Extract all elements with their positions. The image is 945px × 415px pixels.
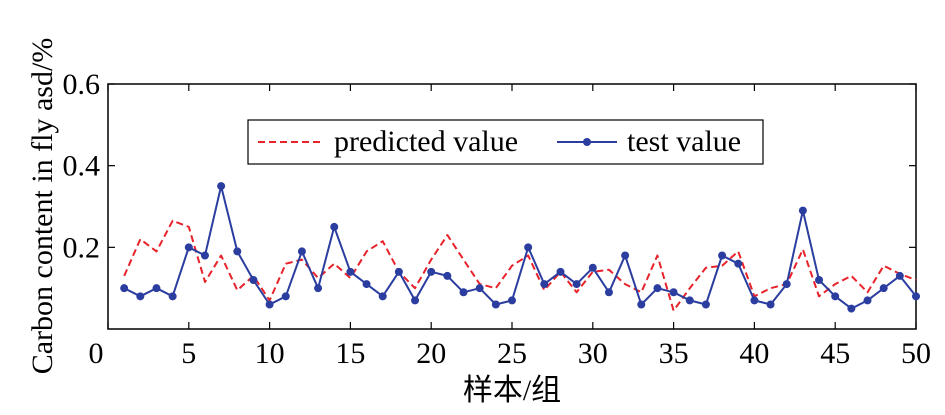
axis-tick-labels: 0 5 10 15 20 25 30 35 40 45 50 0.2 0.4 0.6 [63, 68, 932, 370]
data-point [556, 267, 565, 276]
x-tick-label: 0 [89, 337, 104, 370]
data-point [831, 292, 840, 301]
data-point [200, 251, 209, 260]
data-point [362, 280, 371, 289]
data-point [782, 280, 791, 289]
data-point [491, 300, 500, 309]
data-point [508, 296, 516, 305]
data-point [394, 267, 403, 276]
data-point [912, 292, 920, 301]
data-point [217, 182, 226, 191]
data-point [346, 267, 355, 276]
legend-marker-test [583, 138, 591, 146]
data-point [653, 284, 662, 293]
data-point [330, 222, 339, 231]
data-point [297, 247, 306, 256]
data-point [378, 292, 387, 301]
data-point [588, 263, 597, 272]
data-point [281, 292, 290, 301]
data-point [524, 243, 533, 252]
x-tick-label: 5 [181, 337, 196, 370]
data-point [701, 300, 710, 309]
data-point [572, 280, 581, 289]
data-point [637, 300, 646, 309]
legend-label-test: test value [627, 125, 741, 158]
x-axis-title: 样本/组 [463, 374, 561, 407]
series-line-1 [123, 185, 917, 310]
data-point [475, 284, 484, 293]
y-tick-label: 0.4 [63, 150, 101, 183]
x-tick-label: 40 [739, 337, 769, 370]
data-point [233, 247, 242, 256]
x-tick-label: 35 [659, 337, 689, 370]
data-point [863, 296, 872, 305]
legend-box [247, 119, 764, 165]
y-tick-label: 0.6 [63, 68, 101, 101]
data-point [604, 288, 613, 297]
data-point [798, 206, 807, 215]
data-point [443, 271, 452, 280]
data-point [750, 296, 759, 305]
series-layer [120, 182, 920, 313]
data-point [669, 288, 678, 297]
data-point [815, 276, 824, 284]
x-tick-label: 15 [335, 337, 365, 370]
legend-label-predicted: predicted value [334, 125, 518, 158]
y-tick-label: 0.2 [63, 231, 101, 264]
legend: predicted value test value [247, 119, 764, 165]
data-point [136, 292, 145, 301]
data-point [427, 267, 436, 276]
data-point [265, 300, 274, 309]
x-tick-label: 45 [820, 337, 850, 370]
data-point [314, 284, 323, 293]
data-point [879, 284, 888, 293]
data-point [718, 251, 727, 260]
data-point [847, 304, 856, 313]
data-point [249, 276, 258, 284]
data-point [411, 296, 420, 305]
data-point [152, 284, 161, 293]
x-tick-label: 50 [901, 337, 931, 370]
data-point [895, 271, 904, 280]
data-point [685, 296, 694, 305]
data-point [184, 243, 193, 252]
data-point [168, 292, 177, 301]
data-point [766, 300, 775, 309]
data-point [540, 280, 549, 289]
y-axis-title: Carbon content in fly asd/% [26, 38, 59, 375]
x-tick-label: 30 [578, 337, 608, 370]
data-point [621, 251, 630, 260]
data-point [459, 288, 468, 297]
axis-ticks [107, 83, 917, 329]
data-point [120, 284, 129, 293]
x-tick-label: 20 [416, 337, 446, 370]
data-point [734, 259, 743, 268]
x-tick-label: 25 [497, 337, 527, 370]
x-tick-label: 10 [255, 337, 285, 370]
